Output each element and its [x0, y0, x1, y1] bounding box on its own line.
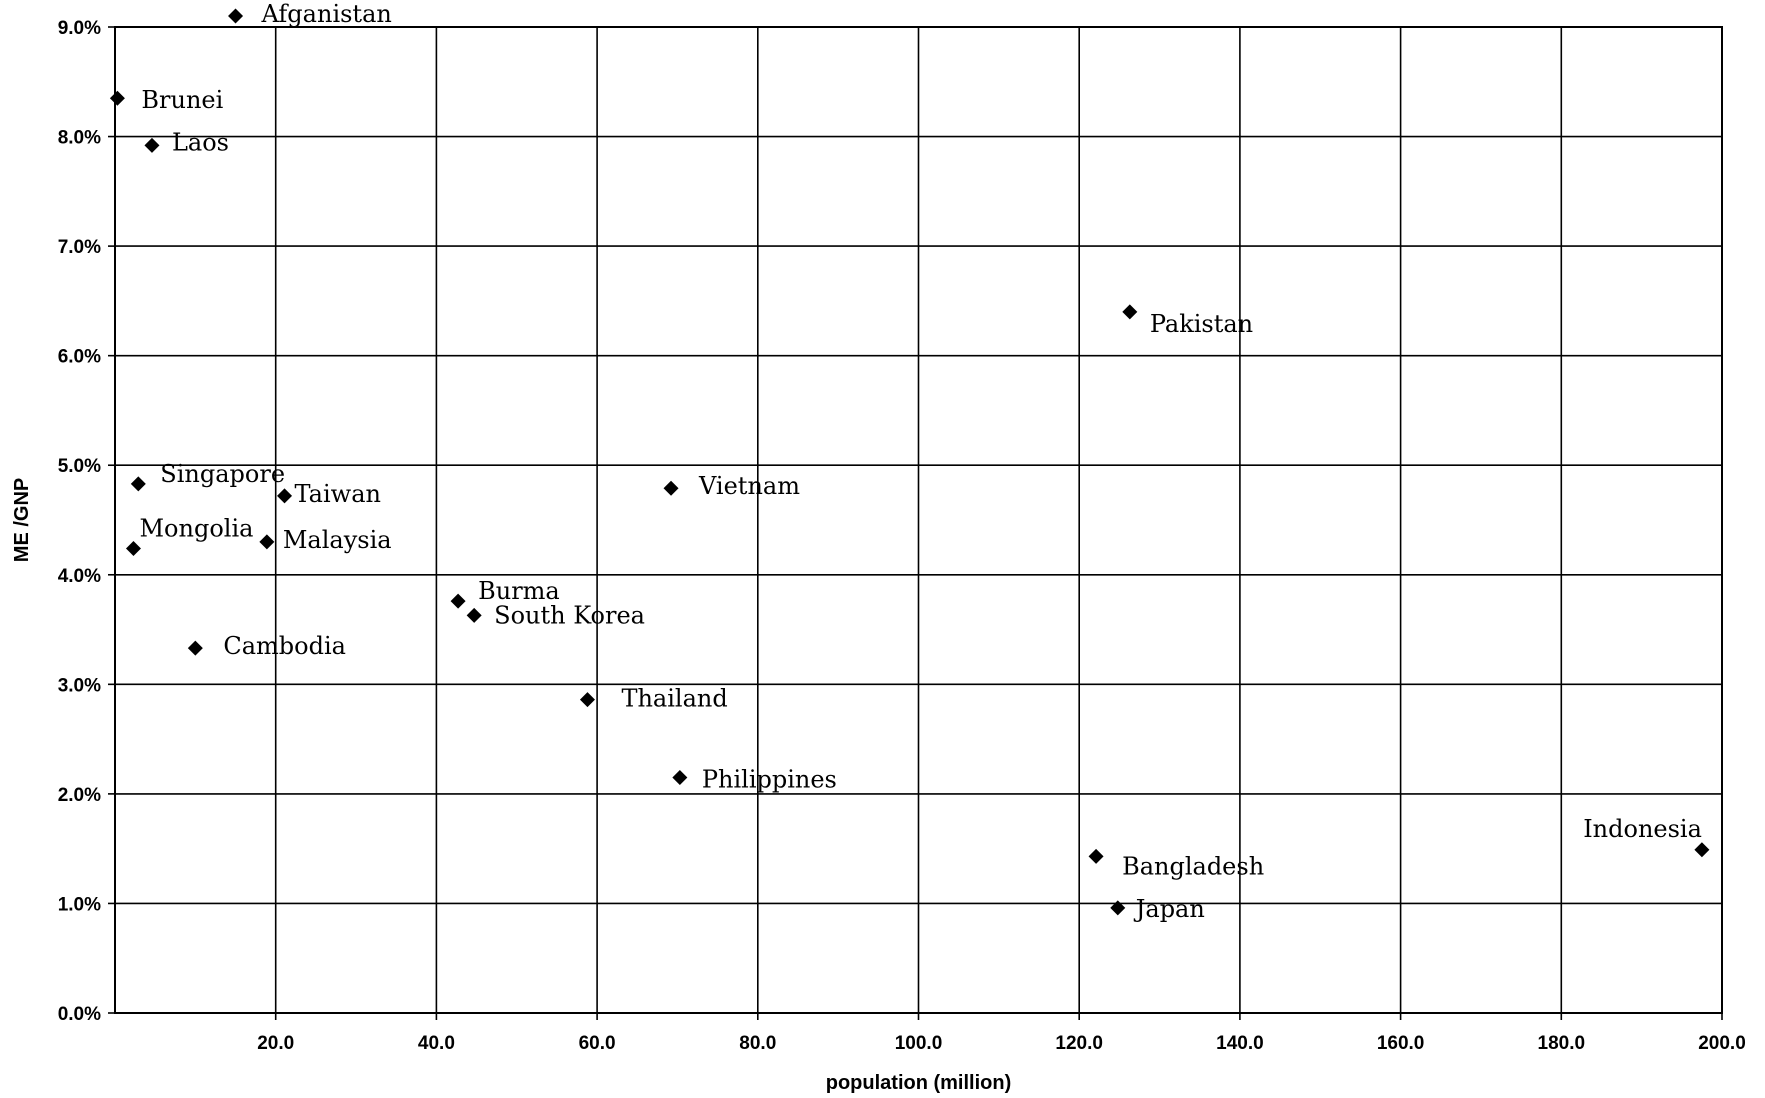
y-tick-label: 5.0%	[58, 456, 101, 477]
point-label: Indonesia	[1583, 815, 1702, 843]
point-label: Thailand	[621, 685, 727, 713]
y-tick-label: 0.0%	[58, 1004, 101, 1025]
data-point-marker	[144, 137, 160, 153]
x-tick-label: 160.0	[1377, 1033, 1425, 1054]
y-tick-label: 8.0%	[58, 128, 101, 149]
data-point-marker	[663, 480, 679, 496]
data-point-marker	[1694, 842, 1710, 858]
point-label: Brunei	[141, 86, 223, 114]
data-point-marker	[228, 8, 244, 24]
data-point-marker	[130, 476, 146, 492]
data-points	[109, 8, 1710, 916]
x-tick-label: 100.0	[895, 1033, 943, 1054]
data-point-marker	[277, 488, 293, 504]
x-axis-title: population (million)	[826, 1072, 1012, 1094]
data-point-marker	[109, 90, 125, 106]
y-tick-label: 3.0%	[58, 675, 101, 696]
x-tick-label: 80.0	[739, 1033, 776, 1054]
y-tick-label: 1.0%	[58, 894, 101, 915]
y-tick-label: 9.0%	[58, 18, 101, 39]
data-point-marker	[1122, 304, 1138, 320]
point-label: Cambodia	[223, 632, 346, 660]
x-tick-label: 200.0	[1698, 1033, 1746, 1054]
data-point-marker	[259, 534, 275, 550]
y-tick-label: 2.0%	[58, 785, 101, 806]
data-point-marker	[450, 593, 466, 609]
point-label: Singapore	[160, 460, 285, 488]
data-point-marker	[579, 692, 595, 708]
point-label: Pakistan	[1150, 310, 1253, 338]
y-axis-title: ME /GNP	[11, 478, 33, 562]
grid	[115, 26, 1723, 1014]
x-tick-label: 40.0	[418, 1033, 455, 1054]
data-point-marker	[1110, 900, 1126, 916]
point-label: Taiwan	[295, 480, 381, 508]
point-label: Philippines	[702, 765, 837, 793]
data-point-marker	[466, 607, 482, 623]
y-tick-label: 4.0%	[58, 566, 101, 587]
data-point-marker	[1088, 848, 1104, 864]
point-label: Laos	[172, 128, 229, 156]
x-tick-label: 120.0	[1055, 1033, 1103, 1054]
x-tick-label: 60.0	[579, 1033, 616, 1054]
point-label: South Korea	[494, 601, 645, 629]
x-tick-label: 180.0	[1538, 1033, 1586, 1054]
y-axis: 0.0% 1.0% 2.0% 3.0% 4.0% 5.0% 6.0% 7.0% 8.0% 9.0%	[58, 18, 115, 1025]
x-tick-label: 20.0	[257, 1033, 294, 1054]
point-label: Bangladesh	[1122, 852, 1264, 880]
point-label: Vietnam	[698, 472, 800, 500]
point-label: Afganistan	[261, 0, 392, 28]
y-tick-label: 6.0%	[58, 347, 101, 368]
x-tick-label: 140.0	[1216, 1033, 1264, 1054]
y-tick-label: 7.0%	[58, 237, 101, 258]
data-point-marker	[672, 769, 688, 785]
point-label: Malaysia	[283, 526, 392, 554]
point-label: Burma	[478, 577, 560, 605]
data-point-marker	[125, 540, 141, 556]
data-point-marker	[187, 640, 203, 656]
x-axis: 20.0 40.0 60.0 80.0 100.0 120.0 140.0 160.0 180.…	[257, 1013, 1746, 1054]
point-label: Japan	[1133, 895, 1205, 923]
point-labels: Afganistan Brunei Laos Pakistan Singapore Tai…	[139, 0, 1701, 923]
point-label: Mongolia	[139, 514, 253, 542]
